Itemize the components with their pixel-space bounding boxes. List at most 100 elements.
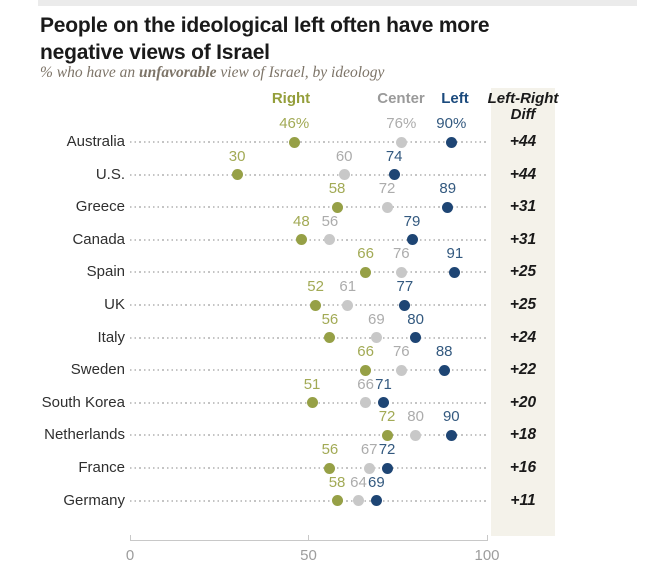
x-axis-line (130, 540, 488, 541)
left-dot (388, 169, 400, 181)
right-value-label: 30 (228, 147, 246, 165)
country-label: Greece (75, 198, 125, 216)
x-axis-tick-label: 50 (300, 547, 317, 564)
country-label: Canada (72, 230, 125, 248)
right-value-label: 56 (321, 441, 339, 458)
x-axis-tick-label: 100 (474, 547, 500, 564)
right-dot (295, 234, 307, 246)
dotted-leader-line (130, 336, 487, 339)
center-value-label: 56 (321, 212, 339, 230)
country-label: South Korea (41, 393, 125, 411)
diff-value: +18 (509, 426, 537, 444)
diff-value: +11 (510, 491, 536, 509)
diff-value: +44 (509, 165, 537, 183)
diff-value: +24 (509, 328, 537, 346)
country-label: Sweden (70, 361, 125, 379)
subtitle-prefix: % who have an (40, 64, 140, 81)
country-label: Australia (66, 133, 125, 150)
left-dot (438, 364, 450, 376)
subtitle-suffix: view of Israel, by ideology (216, 64, 385, 81)
country-label: U.S. (95, 165, 125, 183)
left-value-label: 91 (446, 245, 464, 263)
center-value-label: 66 (357, 375, 374, 393)
left-value-label: 89 (439, 180, 457, 198)
center-dot (360, 397, 372, 409)
diff-value: +25 (509, 296, 537, 313)
left-dot (445, 136, 457, 148)
dotted-leader-line (130, 238, 487, 241)
center-value-label: 69 (367, 310, 385, 328)
right-value-label: 66 (357, 245, 374, 263)
x-axis-tick (486, 535, 488, 540)
dotted-leader-line (130, 304, 487, 306)
legend-right-label: Right (271, 90, 311, 107)
center-value-label: 76 (392, 245, 410, 263)
x-axis-tick-label: 0 (125, 547, 135, 564)
country-label: Spain (86, 263, 125, 281)
right-value-label: 72 (378, 408, 396, 426)
right-value-label: 48 (293, 212, 310, 230)
center-dot (363, 462, 375, 474)
left-dot (410, 332, 422, 344)
right-dot (381, 429, 393, 441)
country-label: Netherlands (44, 426, 125, 444)
right-dot (231, 169, 243, 181)
left-value-label: 72 (378, 441, 396, 458)
center-dot (324, 234, 336, 246)
country-label: UK (104, 296, 125, 313)
diff-value: +16 (509, 459, 537, 476)
right-value-label: 58 (328, 473, 346, 491)
center-dot (381, 201, 393, 213)
diff-column-panel (491, 88, 555, 536)
dotted-leader-line (130, 141, 487, 143)
center-value-label: 67 (360, 441, 378, 458)
country-label: Italy (97, 328, 125, 346)
left-value-label: 90% (436, 115, 467, 132)
left-value-label: 88 (435, 343, 453, 361)
diff-value: +44 (509, 133, 537, 150)
left-dot (370, 495, 382, 507)
dotted-leader-line (130, 271, 487, 274)
center-value-label: 72 (378, 180, 396, 198)
left-dot (442, 201, 454, 213)
x-axis-tick (308, 535, 309, 540)
diff-value: +22 (509, 361, 537, 379)
right-value-label: 56 (321, 310, 339, 328)
center-dot (352, 495, 364, 507)
diff-value: +20 (509, 393, 537, 411)
right-dot (324, 332, 336, 344)
left-value-label: 80 (407, 310, 424, 328)
left-value-label: 90 (442, 408, 460, 426)
center-dot (410, 429, 422, 441)
dotted-leader-line (130, 434, 487, 437)
chart-subtitle: % who have an unfavorable view of Israel… (40, 64, 600, 82)
center-value-label: 64 (350, 473, 367, 491)
top-edge-strip (38, 0, 637, 6)
left-dot (377, 397, 389, 409)
right-dot (310, 299, 322, 311)
center-dot (370, 332, 382, 344)
center-value-label: 61 (339, 278, 357, 295)
right-dot (288, 136, 300, 148)
right-dot (324, 462, 336, 474)
right-dot (360, 266, 372, 278)
left-dot (399, 299, 411, 311)
center-value-label: 60 (335, 147, 353, 165)
diff-value: +31 (509, 230, 537, 248)
right-value-label: 66 (357, 343, 374, 361)
diff-value: +31 (509, 198, 537, 216)
left-value-label: 71 (375, 375, 392, 393)
right-dot (331, 201, 343, 213)
left-value-label: 77 (396, 278, 414, 295)
country-label: France (78, 459, 125, 476)
dotted-leader-line (130, 369, 487, 372)
legend-center-label: Center (377, 90, 425, 107)
left-dot (406, 234, 418, 246)
chart-title-line1: People on the ideological left often hav… (40, 14, 490, 37)
chart-title-line2: negative views of Israel (40, 41, 270, 64)
left-value-label: 74 (385, 147, 403, 165)
left-dot (445, 429, 457, 441)
legend-left-label: Left (441, 90, 469, 107)
country-label: Germany (63, 491, 125, 509)
center-dot (395, 266, 407, 278)
